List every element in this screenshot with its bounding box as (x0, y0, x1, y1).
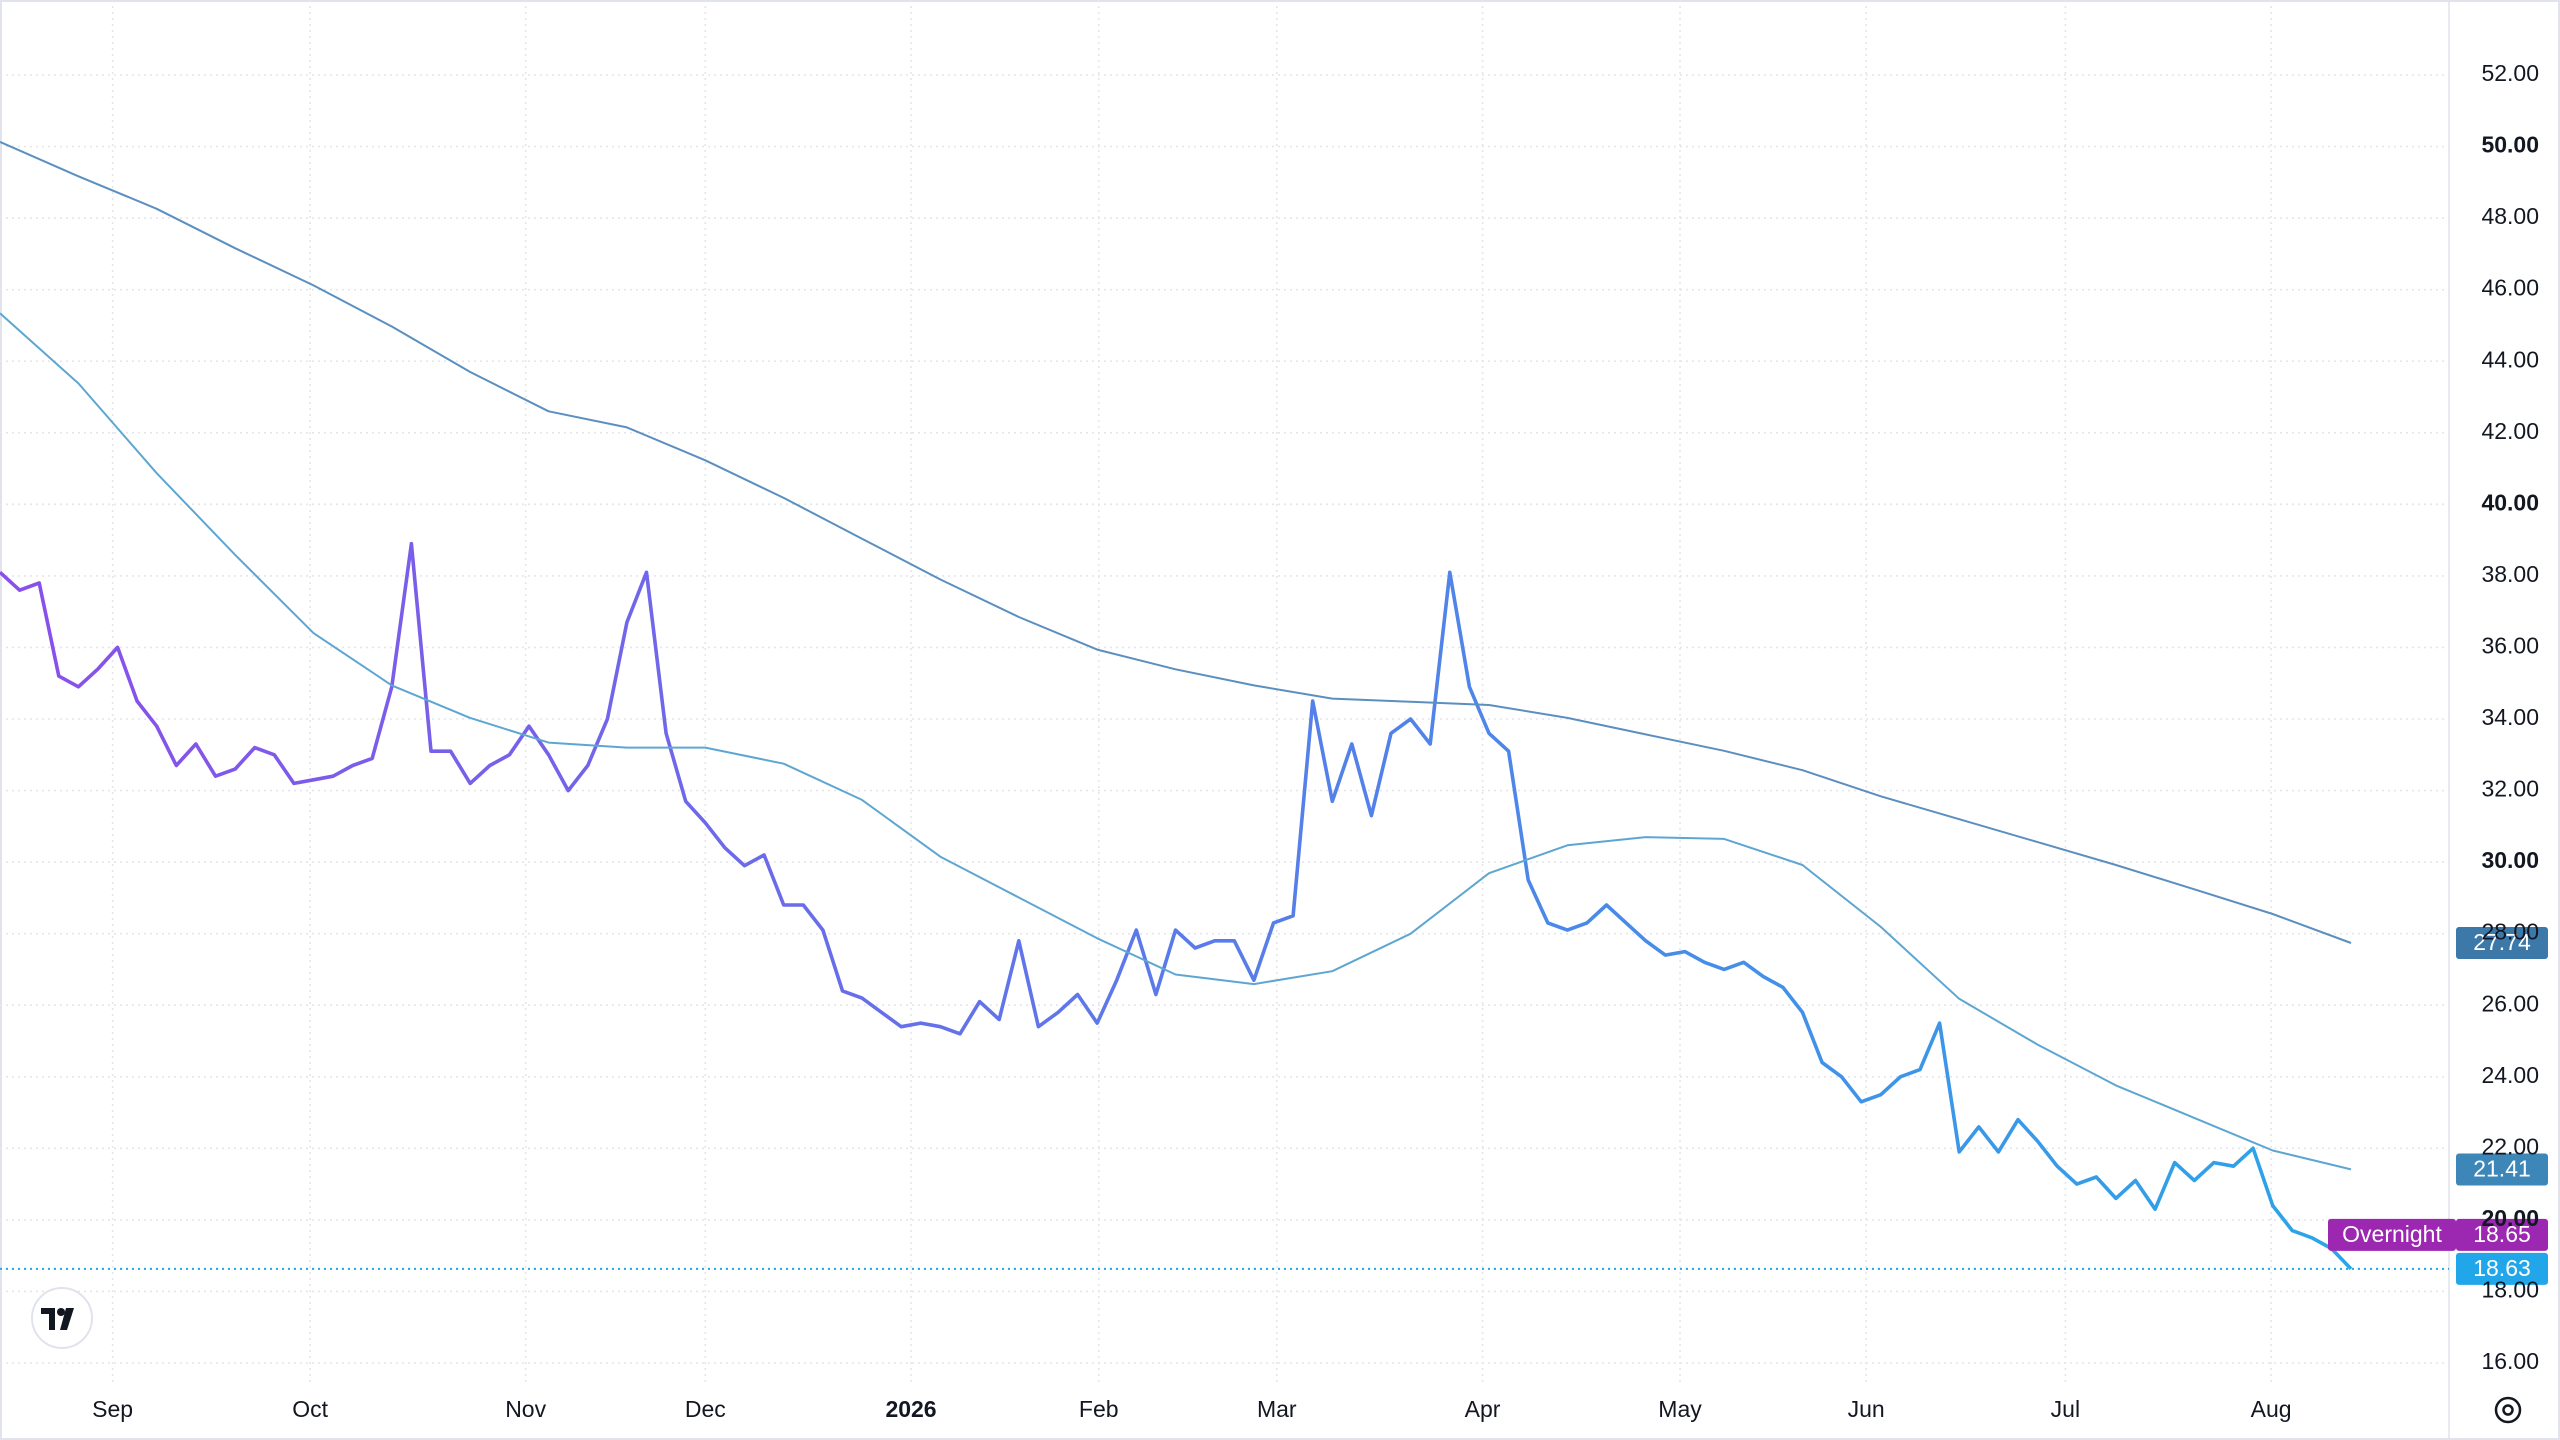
y-tick-label: 26.00 (2481, 990, 2539, 1016)
y-tick-label: 28.00 (2481, 919, 2539, 945)
y-tick-label: 38.00 (2481, 561, 2539, 587)
y-tick-label: 52.00 (2481, 60, 2539, 86)
price-tag-label: 18.63 (2473, 1255, 2531, 1281)
line-layer (0, 140, 2449, 1271)
y-tick-label: 30.00 (2481, 847, 2539, 873)
y-tick-label: 22.00 (2481, 1133, 2539, 1159)
x-tick-label: Mar (1257, 1396, 1297, 1422)
overnight-value: 18.65 (2473, 1221, 2531, 1247)
x-tick-label: Oct (292, 1396, 328, 1422)
x-tick-label: Feb (1079, 1396, 1119, 1422)
x-tick-label: Apr (1465, 1396, 1501, 1422)
overnight-name-tag (2328, 1218, 2456, 1251)
x-tick-label: Nov (505, 1396, 546, 1422)
price-tag (2456, 1153, 2548, 1186)
x-tick-label: Sep (92, 1396, 133, 1422)
x-tick-label: Jun (1848, 1396, 1885, 1422)
x-tick-label: Dec (685, 1396, 726, 1422)
y-tick-label: 42.00 (2481, 418, 2539, 444)
y-tick-label: 50.00 (2481, 132, 2539, 158)
y-tick-label: 32.00 (2481, 776, 2539, 802)
axis-layer: 16.00 18.00 20.00 22.00 24.00 26.00 28.00 30.00… (92, 60, 2539, 1422)
y-tick-label: 44.00 (2481, 346, 2539, 372)
y-tick-label: 46.00 (2481, 275, 2539, 301)
settings-icon[interactable] (2494, 1396, 2522, 1424)
overnight-value-tag (2456, 1218, 2548, 1251)
x-tick-label: 2026 (885, 1396, 936, 1422)
y-tick-label: 16.00 (2481, 1348, 2539, 1374)
y-tick-label: 48.00 (2481, 203, 2539, 229)
series-line (0, 312, 2352, 1171)
x-tick-label: Jul (2051, 1396, 2080, 1422)
x-tick-label: Aug (2251, 1396, 2292, 1422)
grid-layer (0, 0, 2449, 1385)
price-tag (2456, 1252, 2548, 1285)
tag-layer: 18.63 27.74 21.41 Overnight 18.65 (2328, 926, 2548, 1285)
series-line (0, 541, 2353, 1271)
y-tick-label: 36.00 (2481, 633, 2539, 659)
y-tick-label: 40.00 (2481, 489, 2539, 515)
price-tag-label: 21.41 (2473, 1156, 2531, 1182)
overnight-name: Overnight (2342, 1221, 2442, 1247)
logo[interactable] (31, 1287, 93, 1349)
y-tick-label: 24.00 (2481, 1062, 2539, 1088)
y-tick-label: 20.00 (2481, 1205, 2539, 1231)
series-line (0, 140, 2352, 944)
x-tick-label: May (1658, 1396, 1702, 1422)
y-tick-label: 34.00 (2481, 704, 2539, 730)
price-tag (2456, 926, 2548, 959)
y-tick-label: 18.00 (2481, 1277, 2539, 1303)
price-tag-label: 27.74 (2473, 929, 2531, 955)
